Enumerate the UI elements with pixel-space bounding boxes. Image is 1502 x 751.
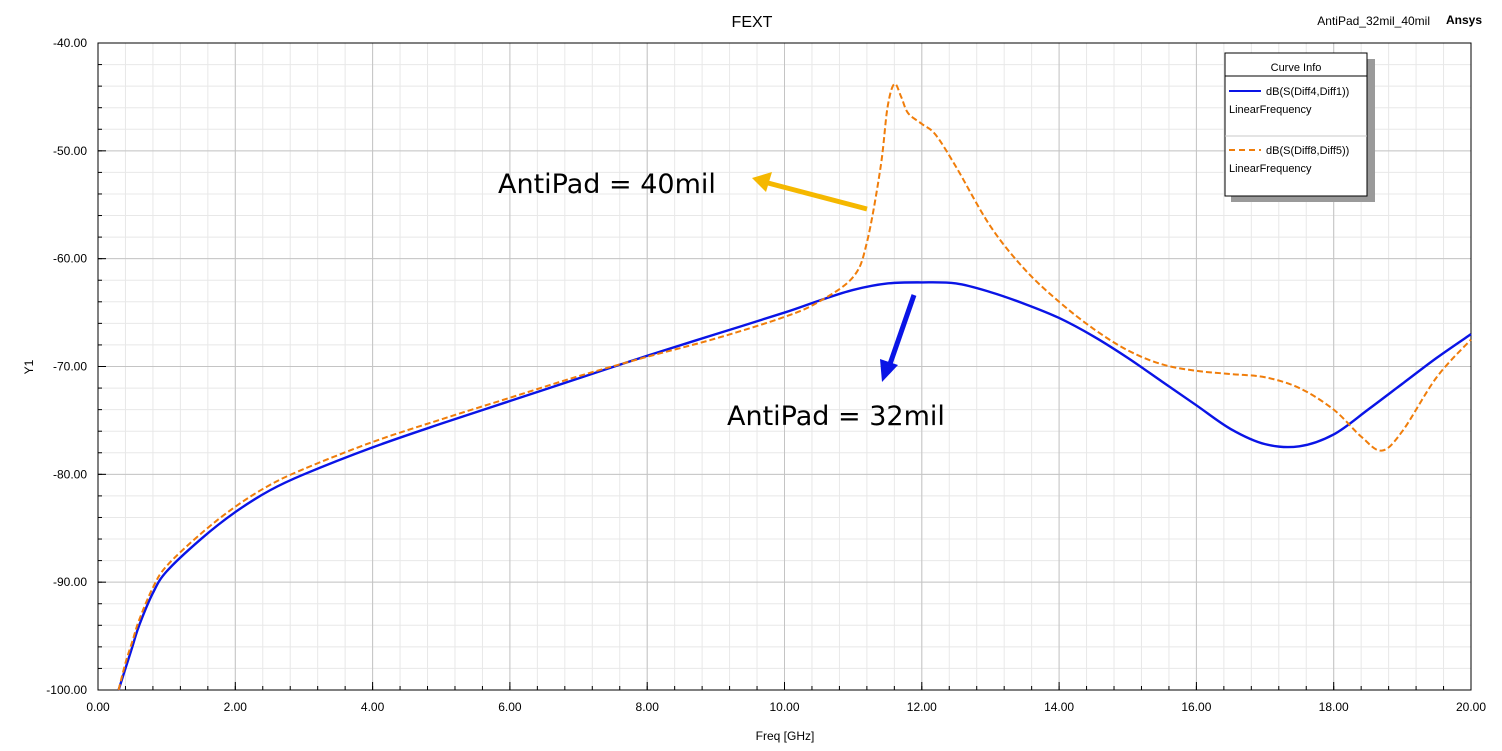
- annotation-40mil-arrow: [767, 180, 868, 212]
- y-tick-label: -70.00: [53, 360, 87, 374]
- x-tick-label: 4.00: [361, 700, 385, 714]
- legend-entry-2-sub: LinearFrequency: [1229, 163, 1312, 175]
- x-tick-label: 18.00: [1319, 700, 1349, 714]
- y-tick-label: -100.00: [46, 683, 87, 697]
- x-tick-label: 6.00: [498, 700, 522, 714]
- x-axis-label: Freq [GHz]: [756, 729, 815, 743]
- x-tick-label: 10.00: [769, 700, 799, 714]
- annotation-32mil-arrowhead: [880, 359, 898, 382]
- annotation-32mil: AntiPad = 32mil: [727, 294, 945, 432]
- x-tick-label: 14.00: [1044, 700, 1074, 714]
- chart-title: FEXT: [732, 14, 773, 31]
- y-tick-label: -60.00: [53, 252, 87, 266]
- brand-label: Ansys: [1446, 13, 1482, 27]
- x-tick-label: 0.00: [86, 700, 110, 714]
- annotation-40mil-arrowhead: [752, 172, 772, 192]
- series-line-2: [117, 82, 1472, 691]
- series-line-1: [117, 281, 1472, 691]
- legend-entry-2-name: dB(S(Diff8,Diff5)): [1266, 145, 1349, 157]
- x-tick-label: 2.00: [224, 700, 248, 714]
- axis-ticks: 0.00 2.00 4.00 6.00 8.00 10.00 12.00 14.00 16.00…: [46, 36, 1486, 714]
- annotation-40mil: AntiPad = 40mil: [498, 169, 868, 212]
- y-tick-label: -80.00: [53, 467, 87, 481]
- legend-title: Curve Info: [1271, 62, 1322, 74]
- annotation-32mil-text: AntiPad = 32mil: [727, 401, 945, 432]
- x-tick-label: 16.00: [1181, 700, 1211, 714]
- y-tick-label: -90.00: [53, 575, 87, 589]
- annotation-40mil-text: AntiPad = 40mil: [498, 169, 716, 200]
- x-tick-label: 8.00: [636, 700, 660, 714]
- x-tick-label: 20.00: [1456, 700, 1486, 714]
- x-tick-label: 12.00: [907, 700, 937, 714]
- y-tick-label: -40.00: [53, 36, 87, 50]
- y-tick-label: -50.00: [53, 144, 87, 158]
- legend: Curve Info dB(S(Diff4,Diff1)) LinearFreq…: [1224, 52, 1375, 202]
- plot-grid: [97, 42, 1472, 691]
- plot-series: [117, 82, 1472, 691]
- y-axis-label: Y1: [22, 359, 36, 374]
- design-tag: AntiPad_32mil_40mil: [1317, 14, 1430, 28]
- annotation-32mil-arrow: [887, 294, 917, 365]
- legend-box: [1224, 52, 1368, 197]
- legend-entry-1-name: dB(S(Diff4,Diff1)): [1266, 86, 1349, 98]
- legend-entry-1-sub: LinearFrequency: [1229, 104, 1312, 116]
